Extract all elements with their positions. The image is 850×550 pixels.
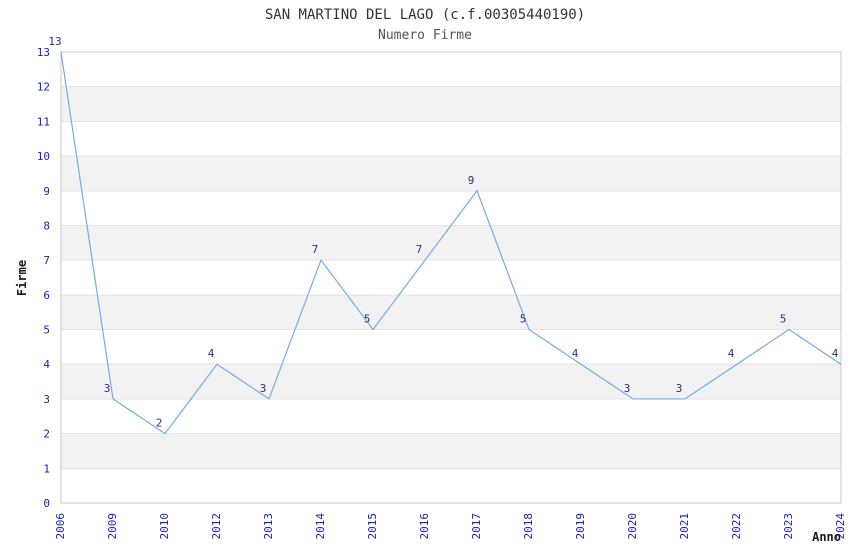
plot-border: [60, 51, 842, 504]
data-point-label: 4: [572, 347, 579, 360]
chart-title: SAN MARTINO DEL LAGO (c.f.00305440190): [265, 7, 585, 23]
data-point-label: 5: [520, 313, 527, 326]
data-point-label: 4: [208, 347, 215, 360]
x-tick-label: 2006: [54, 513, 67, 540]
x-tick-label: 2020: [626, 513, 639, 540]
data-point-label: 3: [676, 382, 683, 395]
data-point-label: 7: [312, 243, 319, 256]
y-axis-title: Firme: [15, 260, 29, 296]
y-tick-label: 12: [37, 81, 50, 94]
chart-subtitle: Numero Firme: [378, 28, 472, 43]
x-tick-label: 2010: [158, 513, 171, 540]
data-point-label: 4: [832, 347, 839, 360]
y-tick-label: 5: [43, 324, 50, 337]
x-tick-label: 2018: [522, 513, 535, 540]
y-tick-label: 10: [37, 150, 50, 163]
grid-band: [61, 156, 841, 191]
x-tick-label: 2019: [574, 513, 587, 540]
grid-band: [61, 86, 841, 122]
x-tick-label: 2012: [210, 513, 223, 540]
data-point-label: 5: [780, 313, 787, 326]
data-point-label: 3: [260, 382, 267, 395]
y-tick-label: 3: [43, 393, 50, 406]
x-tick-label: 2015: [366, 513, 379, 540]
y-tick-label: 0: [43, 497, 50, 510]
x-tick-label: 2021: [678, 513, 691, 540]
series-line: [60, 51, 842, 435]
x-tick-label: 2024: [834, 513, 847, 540]
y-tick-label: 11: [37, 115, 50, 128]
y-tick-label: 7: [43, 254, 50, 267]
y-tick-label: 2: [43, 428, 50, 441]
data-point-label: 9: [468, 174, 475, 187]
y-tick-label: 4: [43, 358, 50, 371]
x-tick-label: 2016: [418, 513, 431, 540]
data-point-label: 7: [416, 243, 423, 256]
grid-band: [61, 364, 841, 399]
x-axis-title: Anno: [812, 530, 841, 544]
grid-band: [61, 433, 841, 469]
y-tick-label: 6: [43, 289, 50, 302]
x-tick-label: 2017: [470, 513, 483, 540]
data-point-label: 5: [364, 313, 371, 326]
x-tick-label: 2013: [262, 513, 275, 540]
x-tick-label: 2014: [314, 513, 327, 540]
data-point-label: 4: [728, 347, 735, 360]
x-tick-label: 2023: [782, 513, 795, 540]
data-point-label: 13: [48, 35, 61, 48]
data-point-label: 3: [104, 382, 111, 395]
x-tick-label: 2009: [106, 513, 119, 540]
data-point-label: 3: [624, 382, 631, 395]
y-tick-label: 9: [43, 185, 50, 198]
x-tick-label: 2022: [730, 513, 743, 540]
y-tick-label: 8: [43, 219, 50, 232]
data-point-label: 2: [156, 417, 163, 430]
y-tick-label: 13: [37, 46, 50, 59]
grid-band: [61, 294, 841, 330]
grid-band: [61, 225, 841, 261]
y-tick-label: 1: [43, 462, 50, 475]
